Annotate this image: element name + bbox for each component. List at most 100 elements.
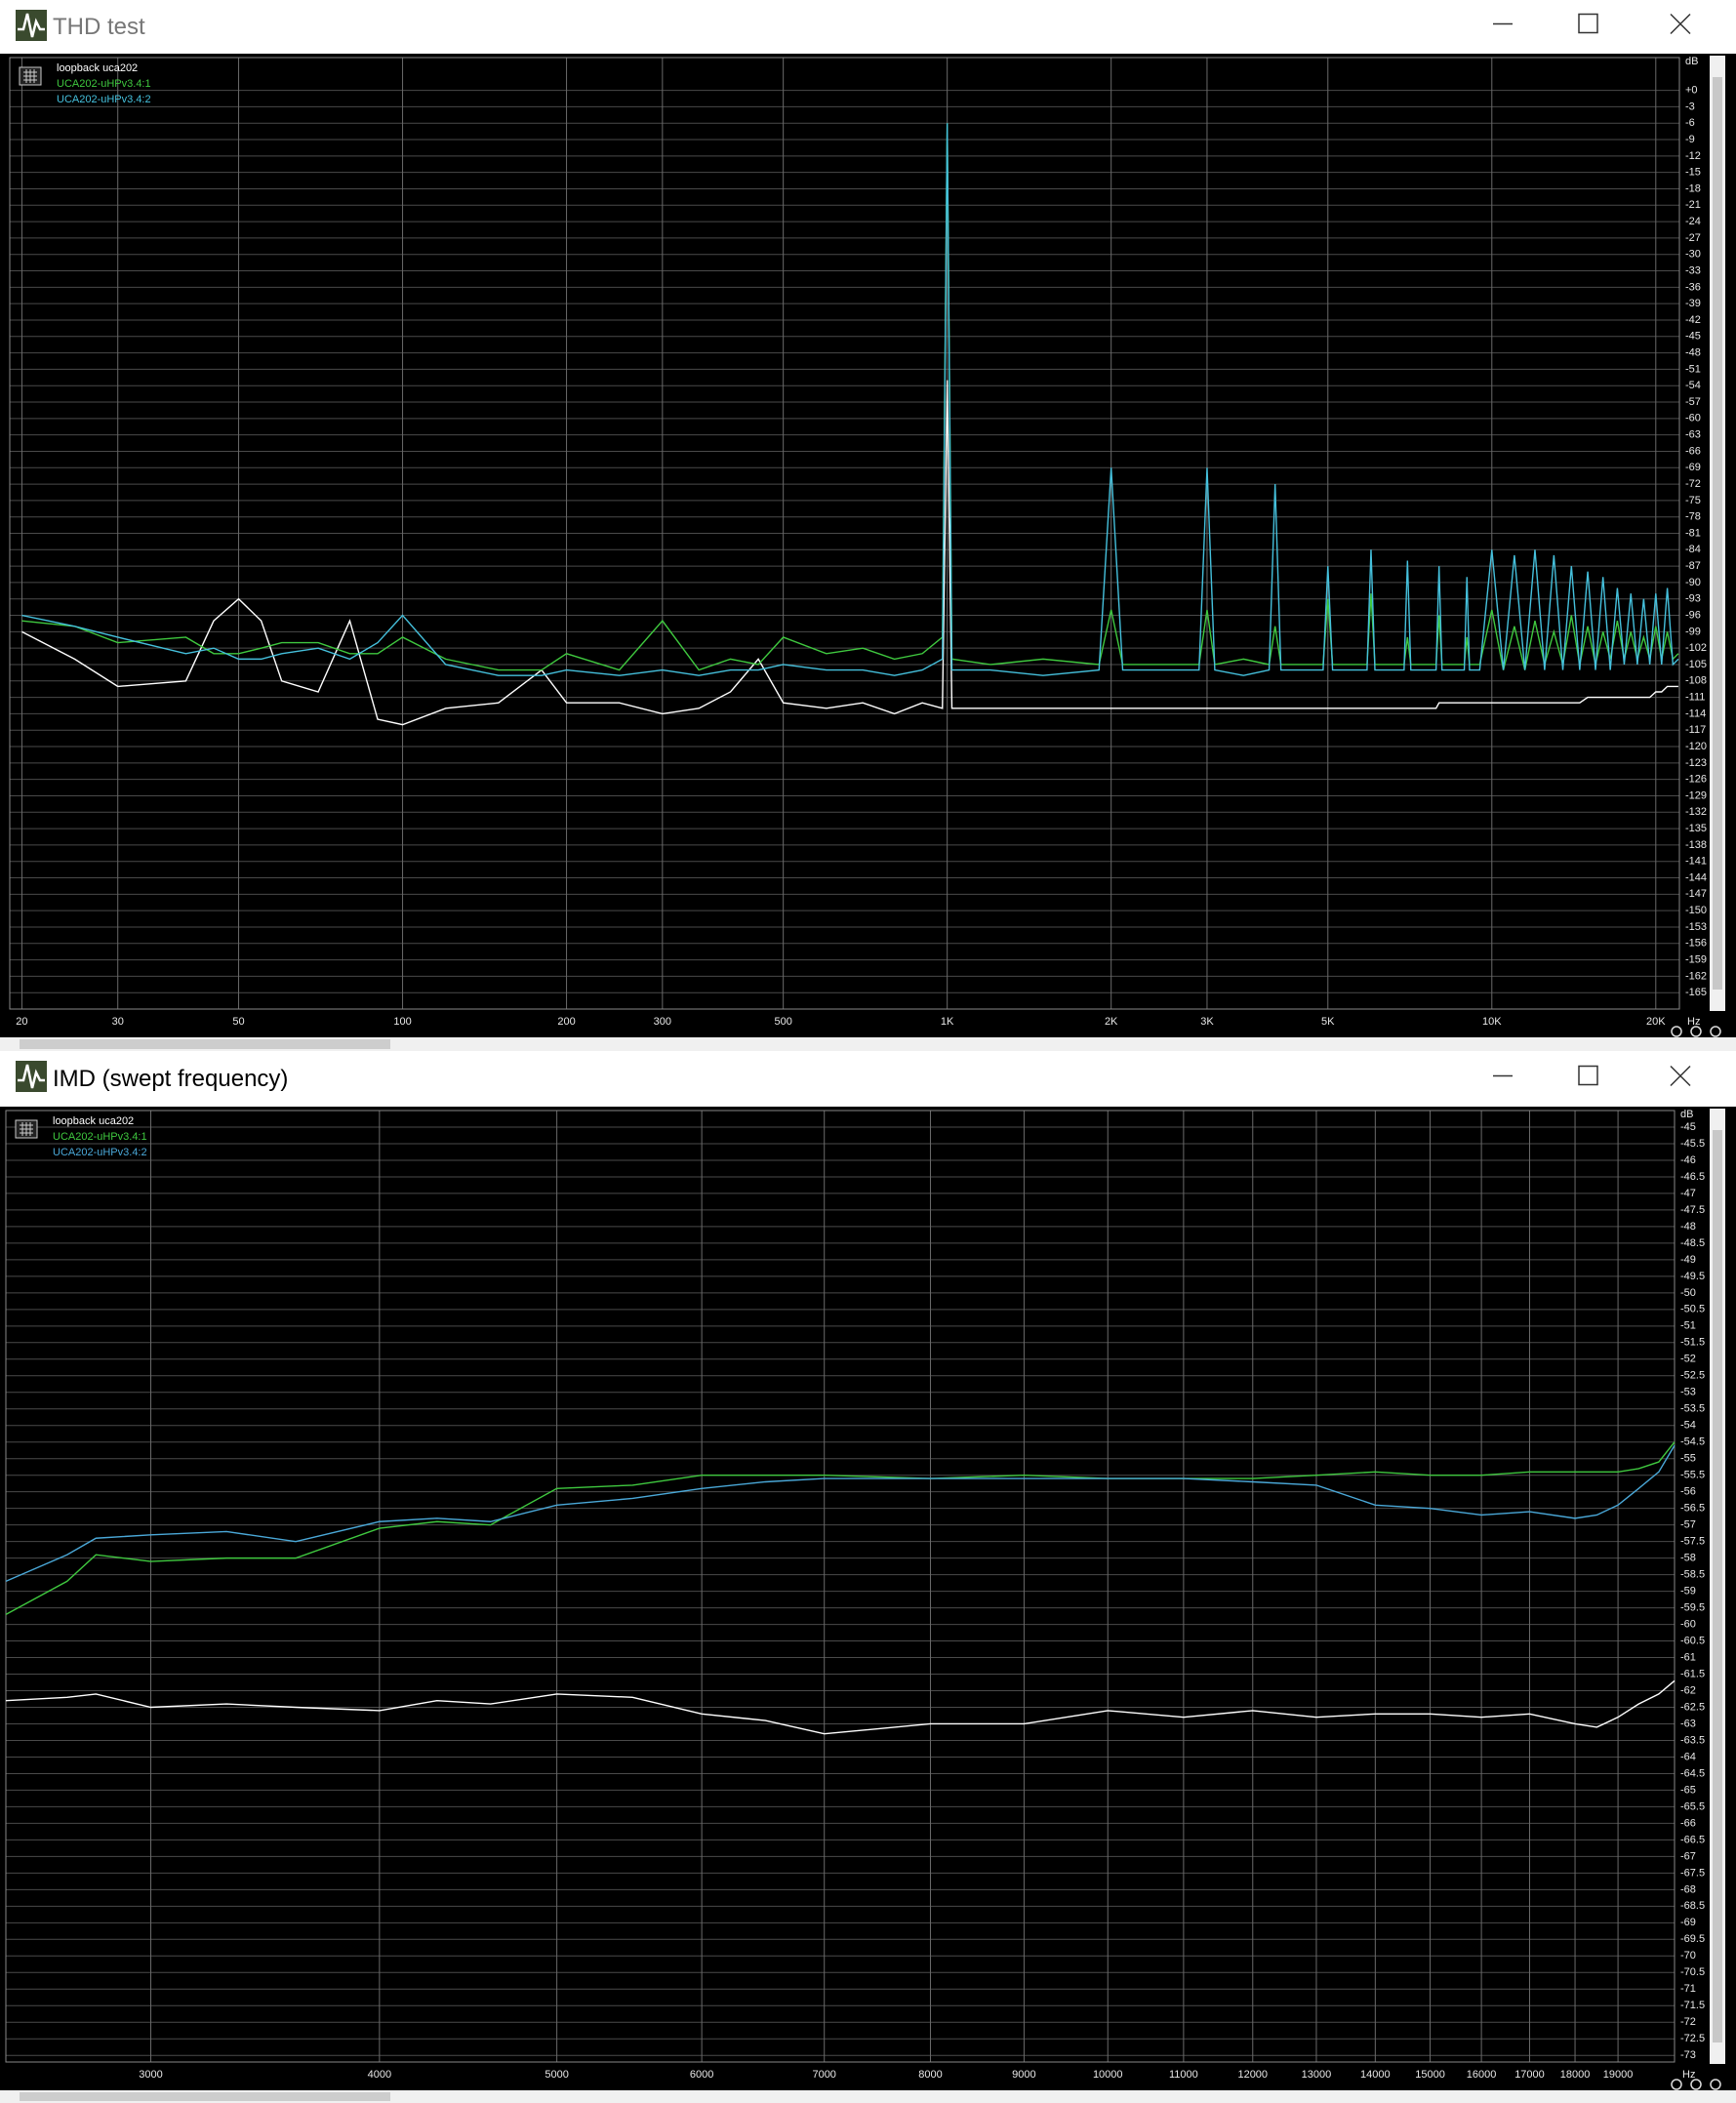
x-tick-label: 300 bbox=[654, 1016, 671, 1028]
zoom-button[interactable] bbox=[1671, 2079, 1682, 2090]
y-tick-label: -84 bbox=[1685, 544, 1701, 555]
zoom-button[interactable] bbox=[1690, 2079, 1702, 2090]
y-tick-label: -70 bbox=[1680, 1950, 1696, 1961]
x-tick-label: 10000 bbox=[1093, 2069, 1123, 2081]
zoom-button[interactable] bbox=[1671, 1026, 1682, 1037]
y-tick-label: -159 bbox=[1685, 953, 1707, 965]
legend-entry: UCA202-uHPv3.4:2 bbox=[53, 1147, 147, 1158]
x-tick-label: 18000 bbox=[1560, 2069, 1591, 2081]
y-tick-label: -60.5 bbox=[1680, 1635, 1705, 1646]
x-tick-label: 1K bbox=[941, 1016, 954, 1028]
y-tick-label: -61.5 bbox=[1680, 1668, 1705, 1679]
y-tick-label: -147 bbox=[1685, 888, 1707, 900]
x-unit: Hz bbox=[1687, 1016, 1700, 1028]
y-tick-label: -64.5 bbox=[1680, 1767, 1705, 1779]
y-tick-label: -33 bbox=[1685, 264, 1701, 276]
y-tick-label: -57.5 bbox=[1680, 1536, 1705, 1548]
y-tick-label: -165 bbox=[1685, 987, 1707, 998]
y-tick-label: -63 bbox=[1680, 1718, 1696, 1729]
v-scroll-thumb[interactable] bbox=[1713, 77, 1722, 990]
x-tick-label: 20 bbox=[16, 1016, 27, 1028]
y-tick-label: -48 bbox=[1680, 1221, 1696, 1233]
y-tick-label: -52 bbox=[1680, 1354, 1696, 1365]
app-icon-wave bbox=[18, 1064, 45, 1089]
y-tick-label: -58 bbox=[1680, 1553, 1696, 1564]
y-tick-label: -54 bbox=[1685, 380, 1701, 391]
y-tick-label: +0 bbox=[1685, 85, 1698, 97]
y-tick-label: -67 bbox=[1680, 1850, 1696, 1862]
y-tick-label: -51 bbox=[1680, 1320, 1696, 1332]
legend-entry: UCA202-uHPv3.4:1 bbox=[53, 1131, 147, 1143]
window-title: THD test bbox=[53, 14, 145, 40]
y-tick-label: -53.5 bbox=[1680, 1403, 1705, 1415]
zoom-button[interactable] bbox=[1710, 2079, 1721, 2090]
y-tick-label: -69 bbox=[1680, 1917, 1696, 1928]
x-tick-label: 14000 bbox=[1360, 2069, 1391, 2081]
legend-icon-grid bbox=[20, 1122, 33, 1136]
y-tick-label: -27 bbox=[1685, 232, 1701, 244]
maximize-button[interactable] bbox=[1578, 1065, 1598, 1086]
x-tick-label: 2K bbox=[1105, 1016, 1118, 1028]
y-tick-label: -56.5 bbox=[1680, 1503, 1705, 1515]
x-tick-label: 5K bbox=[1321, 1016, 1335, 1028]
y-tick-label: -63.5 bbox=[1680, 1734, 1705, 1746]
zoom-button[interactable] bbox=[1710, 1026, 1721, 1037]
y-tick-label: -65.5 bbox=[1680, 1800, 1705, 1812]
y-tick-label: -93 bbox=[1685, 593, 1701, 605]
y-unit: dB bbox=[1680, 1109, 1693, 1120]
y-tick-label: -102 bbox=[1685, 642, 1707, 654]
y-tick-label: -55 bbox=[1680, 1453, 1696, 1465]
plot-frame bbox=[9, 57, 1680, 1010]
y-tick-label: -108 bbox=[1685, 675, 1707, 687]
y-tick-label: -64 bbox=[1680, 1751, 1696, 1762]
y-tick-label: -81 bbox=[1685, 527, 1701, 539]
y-tick-label: -18 bbox=[1685, 182, 1701, 194]
h-scrollbar[interactable] bbox=[0, 2090, 1736, 2103]
y-tick-label: -24 bbox=[1685, 216, 1701, 227]
y-tick-label: -48 bbox=[1685, 346, 1701, 358]
y-tick-label: -63 bbox=[1685, 429, 1701, 441]
y-tick-label: -75 bbox=[1685, 495, 1701, 506]
close-button[interactable] bbox=[1670, 13, 1691, 35]
y-tick-label: -51 bbox=[1685, 363, 1701, 375]
y-tick-label: -47 bbox=[1680, 1188, 1696, 1199]
y-tick-label: -50.5 bbox=[1680, 1304, 1705, 1315]
x-tick-label: 7000 bbox=[812, 2069, 835, 2081]
y-tick-label: -96 bbox=[1685, 609, 1701, 621]
v-scroll-thumb[interactable] bbox=[1713, 1130, 1722, 2042]
legend-entry: UCA202-uHPv3.4:1 bbox=[57, 78, 151, 90]
h-scroll-thumb[interactable] bbox=[20, 2092, 390, 2101]
y-tick-label: -70.5 bbox=[1680, 1966, 1705, 1978]
y-tick-label: -73 bbox=[1680, 2049, 1696, 2061]
plot-frame bbox=[5, 1110, 1675, 2063]
x-tick-label: 200 bbox=[557, 1016, 575, 1028]
close-button[interactable] bbox=[1670, 1065, 1691, 1087]
y-tick-label: -56 bbox=[1680, 1486, 1696, 1498]
legend-icon-grid bbox=[23, 69, 37, 83]
legend-entry: loopback uca202 bbox=[57, 62, 138, 74]
h-scroll-thumb[interactable] bbox=[20, 1039, 390, 1049]
y-tick-label: -46.5 bbox=[1680, 1171, 1705, 1183]
y-tick-label: -68.5 bbox=[1680, 1900, 1705, 1912]
y-tick-label: -3 bbox=[1685, 101, 1695, 112]
legend-entry: UCA202-uHPv3.4:2 bbox=[57, 94, 151, 105]
y-tick-label: -9 bbox=[1685, 134, 1695, 145]
app-icon-wave bbox=[18, 13, 45, 38]
y-tick-label: -71.5 bbox=[1680, 2000, 1705, 2011]
y-tick-label: -42 bbox=[1685, 314, 1701, 326]
x-tick-label: 13000 bbox=[1302, 2069, 1332, 2081]
x-tick-label: 17000 bbox=[1514, 2069, 1545, 2081]
x-tick-label: 50 bbox=[232, 1016, 244, 1028]
y-tick-label: -49.5 bbox=[1680, 1271, 1705, 1282]
window-body bbox=[0, 54, 1736, 1037]
h-scrollbar[interactable] bbox=[0, 1037, 1736, 1051]
y-tick-label: -156 bbox=[1685, 938, 1707, 950]
zoom-button[interactable] bbox=[1690, 1026, 1702, 1037]
y-tick-label: -39 bbox=[1685, 298, 1701, 309]
y-tick-label: -58.5 bbox=[1680, 1569, 1705, 1581]
y-tick-label: -54.5 bbox=[1680, 1436, 1705, 1448]
maximize-button[interactable] bbox=[1578, 13, 1598, 34]
y-tick-label: -123 bbox=[1685, 757, 1707, 769]
y-tick-label: -45.5 bbox=[1680, 1138, 1705, 1150]
y-tick-label: -55.5 bbox=[1680, 1470, 1705, 1481]
